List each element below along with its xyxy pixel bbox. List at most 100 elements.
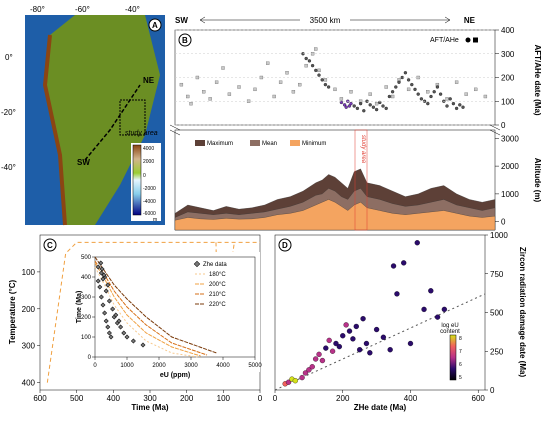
- colorbar-tick: 6: [459, 362, 462, 368]
- inset-backdrop: [80, 252, 260, 372]
- inset-ytick-label: 200: [81, 315, 92, 321]
- panel-a-map: NE SW study area 4000 2000 0 -2000 -4000…: [1, 5, 165, 226]
- panel-b-letter: B: [182, 36, 188, 45]
- d-point: [367, 350, 373, 356]
- b-top-point-circle: [347, 104, 352, 108]
- legend-swatch-maximum: [195, 140, 205, 146]
- c-ytick-label: 400: [22, 379, 36, 388]
- inset-point-diamond: [113, 312, 119, 318]
- panel-b-header-sw: SW: [175, 16, 188, 25]
- panel-b: SW 3500 km NE B AFT/AHe 0 100 200 300 400 AF…: [169, 16, 542, 231]
- map-lat-tick: -40°: [1, 163, 16, 172]
- map-colorbar-tick: -2000: [143, 186, 156, 192]
- c-xtick-label: 600: [33, 394, 47, 403]
- legend-label-minimum: Minimum: [302, 141, 326, 147]
- d-point: [306, 367, 312, 373]
- b-top-point-square: [323, 78, 328, 82]
- inset-point-diamond: [100, 276, 106, 282]
- b-top-point-circle: [355, 106, 360, 111]
- inset-point-diamond: [103, 318, 109, 324]
- d-reference-line: [274, 293, 486, 391]
- b-top-point-circle: [432, 90, 436, 94]
- d-point: [299, 374, 305, 381]
- inset-point-diamond: [100, 302, 106, 308]
- b-bottom-ytick-label: 3000: [501, 134, 519, 143]
- b-top-point-circle: [438, 92, 443, 96]
- panel-d-xlabel: ZHe date (Ma): [354, 403, 407, 412]
- d-point: [336, 343, 343, 350]
- b-top-point-square: [474, 87, 478, 92]
- c-xtick-label: 500: [70, 394, 84, 403]
- d-point: [309, 364, 315, 370]
- d-point: [363, 340, 370, 347]
- b-top-point-circle: [378, 100, 382, 105]
- inset-xtick-label: 3000: [184, 363, 198, 369]
- b-top-point-circle: [326, 85, 331, 89]
- inset-ytick-label: 100: [81, 335, 92, 341]
- b-top-point-circle: [458, 103, 462, 107]
- b-top-point-circle: [381, 104, 385, 108]
- b-top-point-circle: [390, 90, 395, 94]
- panel-b-legend-square: [473, 37, 478, 43]
- map-label-study-area: study area: [125, 130, 158, 137]
- c-xtick-label: 300: [143, 394, 157, 403]
- panel-b-area-group: [174, 168, 496, 231]
- panel-b-top-plot: B AFT/AHe 0 100 200 300 400 AFT/AHe date (Ma…: [174, 26, 542, 130]
- inset-xtick-label: 5000: [248, 363, 262, 369]
- d-xtick-label: 200: [336, 394, 350, 403]
- map-colorbar: 4000 2000 0 -2000 -4000 -6000 m: [131, 143, 161, 223]
- inset-point-diamond: [105, 282, 111, 288]
- panel-b-badge: [178, 33, 192, 47]
- b-top-point-circle: [410, 82, 414, 87]
- colorbar-ramp: [449, 334, 457, 381]
- b-top-point-circle: [397, 80, 401, 84]
- panel-b-legend-label: AFT/AHe: [430, 37, 459, 44]
- b-top-point-square: [298, 82, 302, 87]
- colorbar-label-line1: log eU: [441, 323, 458, 329]
- inset-point-diamond: [95, 264, 101, 270]
- d-point: [323, 345, 329, 351]
- d-point: [333, 340, 339, 347]
- d-point: [387, 347, 393, 353]
- d-point: [353, 323, 359, 330]
- b-top-point-circle: [416, 92, 420, 96]
- b-top-point-circle: [403, 71, 408, 75]
- d-point: [329, 348, 336, 354]
- b-top-point-circle: [349, 101, 353, 106]
- b-top-point-square: [317, 68, 321, 73]
- b-top-point-circle: [413, 87, 417, 92]
- b-top-point-circle: [374, 107, 379, 112]
- inset-point-diamond: [116, 318, 122, 324]
- b-top-point-square: [339, 97, 344, 101]
- inset-point-diamond: [140, 342, 146, 348]
- b-top-point-square: [384, 85, 388, 89]
- b-bottom-ytick-label: 0: [501, 218, 506, 227]
- inset-point-diamond: [106, 298, 112, 304]
- panel-b-distance-arrow: [199, 16, 451, 24]
- panel-c-badge: [43, 238, 57, 252]
- b-top-point-circle: [342, 103, 347, 107]
- d-point: [414, 240, 420, 246]
- d-point: [316, 351, 322, 357]
- d-point: [428, 288, 434, 294]
- c-ytick-label: 100: [22, 268, 36, 277]
- inset-xlabel: eU (ppm): [160, 372, 190, 379]
- b-area-minimum: [174, 199, 496, 231]
- b-top-point-square: [291, 90, 296, 94]
- b-top-point-square: [445, 97, 449, 101]
- inset-plot-group: [94, 256, 217, 358]
- b-top-point-circle: [461, 105, 465, 109]
- map-lon-tick: -60°: [75, 5, 90, 14]
- b-top-point-square: [349, 90, 353, 94]
- map-andes: [42, 34, 67, 226]
- colorbar-tick: 5: [459, 375, 462, 381]
- c-path: [46, 241, 260, 383]
- inset-curve-180c: [94, 266, 198, 358]
- inset-point-diamond: [98, 260, 104, 266]
- inset-ytick-label: 400: [81, 275, 92, 281]
- b-top-point-square: [406, 87, 411, 92]
- b-top-point-circle: [323, 82, 328, 87]
- b-top-point-circle: [371, 105, 376, 109]
- legend-swatch-minimum: [290, 140, 300, 146]
- panel-c-inset: 0 1000 2000 3000 4000 5000 0 100 200 300 400 500 eU…: [76, 252, 262, 379]
